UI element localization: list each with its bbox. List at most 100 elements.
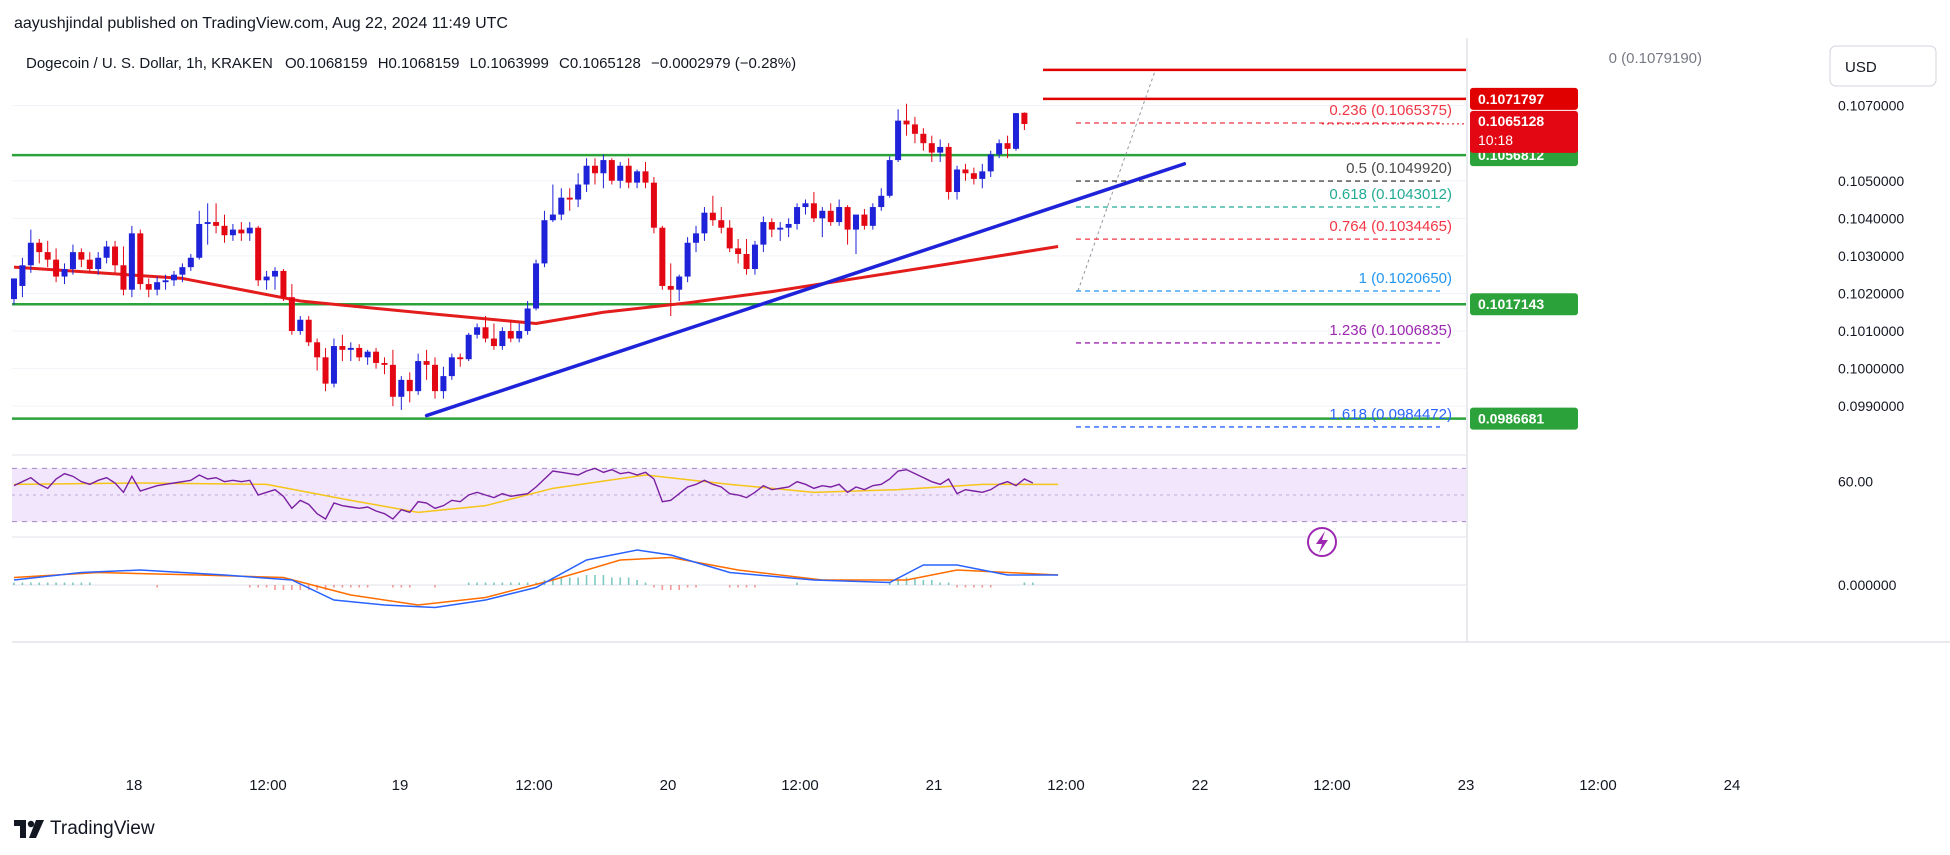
candle-body [322, 357, 329, 384]
macd-histogram-bar [930, 580, 933, 585]
macd-histogram-bar [13, 582, 15, 585]
candle [583, 158, 590, 193]
candle [533, 259, 540, 311]
candle-body [69, 252, 76, 270]
macd-histogram-bar [316, 585, 318, 590]
candle-body [1012, 113, 1019, 149]
macd-histogram-bar [400, 585, 403, 588]
fibonacci-retracement[interactable]: 0 (0.1079190) 0.236 (0.1065375) 0.5 (0.104… [1076, 50, 1702, 428]
candle [288, 284, 295, 335]
candle [272, 267, 279, 290]
candle-body [448, 357, 455, 377]
candle [558, 188, 565, 221]
time-tick-label: 19 [392, 777, 409, 794]
plot-area [12, 38, 1466, 642]
macd-histogram-bar [434, 585, 436, 588]
candle [19, 257, 26, 298]
fib-level-label: 0 (0.1079190) [1609, 50, 1702, 67]
candle-body [499, 331, 506, 347]
candle-body [802, 203, 809, 208]
candle [911, 116, 918, 144]
candle-body [954, 169, 961, 193]
candle [187, 254, 194, 271]
time-tick-label: 12:00 [1313, 777, 1351, 794]
candle [962, 163, 969, 181]
candle-body [145, 284, 152, 290]
macd-histogram-bar [299, 585, 302, 590]
candle-body [600, 160, 607, 174]
time-axis[interactable]: 18 12:00 19 12:00 20 12:00 21 12:00 22 12:00 23 12:… [126, 777, 1741, 794]
candle-body [288, 297, 295, 332]
price-tick-label: 0.1000000 [1838, 361, 1904, 377]
candle [507, 319, 514, 343]
candle [945, 143, 952, 200]
candle-body [768, 222, 775, 230]
macd-histogram-bar [80, 582, 83, 585]
candle [878, 188, 885, 211]
candle [339, 334, 346, 362]
candle [330, 338, 337, 388]
macd-histogram-bar [686, 585, 689, 588]
candle-body [255, 227, 262, 281]
lightning-icon[interactable] [1307, 527, 1337, 557]
candle [794, 203, 801, 230]
candle-body [844, 207, 851, 230]
macd-histogram-bar [973, 585, 975, 588]
low-value: 0.1063999 [478, 55, 549, 72]
candle-body [128, 233, 135, 290]
macd-histogram-bar [728, 585, 731, 588]
price-axis[interactable]: 0.1070000 0.1050000 0.1040000 0.1030000 0.10… [1838, 98, 1904, 593]
candle [785, 218, 792, 238]
macd-histogram-bar [526, 582, 529, 585]
trend-line[interactable] [424, 162, 1187, 418]
time-tick-label: 12:00 [781, 777, 819, 794]
price-tick-label: 0.1030000 [1838, 248, 1904, 264]
candle [246, 222, 253, 241]
horizontal-levels[interactable]: 0.10717970.10568120.10171430.09866810.10… [12, 68, 1578, 430]
candle-body [356, 347, 363, 358]
candle-body [465, 334, 472, 360]
candle-body [406, 379, 413, 392]
macd-histogram-bar [644, 582, 647, 585]
candle-body [229, 229, 236, 236]
tradingview-logo-text: TradingView [50, 818, 155, 839]
candle [591, 158, 598, 185]
candle [103, 240, 110, 264]
macd-histogram-bar [282, 585, 285, 590]
candle-body [86, 259, 93, 270]
candle-body [27, 242, 34, 266]
macd-histogram-bar [669, 585, 672, 590]
candle [314, 338, 321, 371]
candle [145, 278, 152, 298]
candles [11, 103, 1028, 410]
candle-body [878, 195, 885, 208]
ascending-trendline[interactable] [424, 162, 1187, 418]
candle-body [827, 210, 834, 223]
candle-body [272, 270, 279, 277]
candle [903, 103, 910, 136]
macd-histogram-bar [745, 585, 748, 588]
fib-level-label: 0.764 (0.1034465) [1329, 218, 1452, 235]
candle [937, 139, 944, 162]
candle [819, 207, 826, 238]
candle-body [137, 233, 144, 285]
candle-body [751, 244, 758, 270]
currency-button[interactable]: USD [1829, 45, 1937, 87]
candle [238, 222, 245, 241]
candle [406, 372, 413, 403]
macd-histogram-bar [518, 582, 520, 585]
candle [625, 158, 632, 189]
candle [659, 225, 666, 290]
candle [920, 128, 927, 151]
candle-body [785, 223, 792, 228]
candle [179, 263, 186, 283]
support-label-box [1470, 407, 1578, 430]
rsi-ma-line [13, 474, 1059, 514]
tradingview-logo[interactable]: TradingView [14, 818, 155, 840]
tradingview-logo-icon [14, 820, 44, 838]
candle [221, 214, 228, 243]
candle [516, 323, 523, 343]
candle-body [928, 143, 935, 153]
candle-body [979, 171, 986, 179]
